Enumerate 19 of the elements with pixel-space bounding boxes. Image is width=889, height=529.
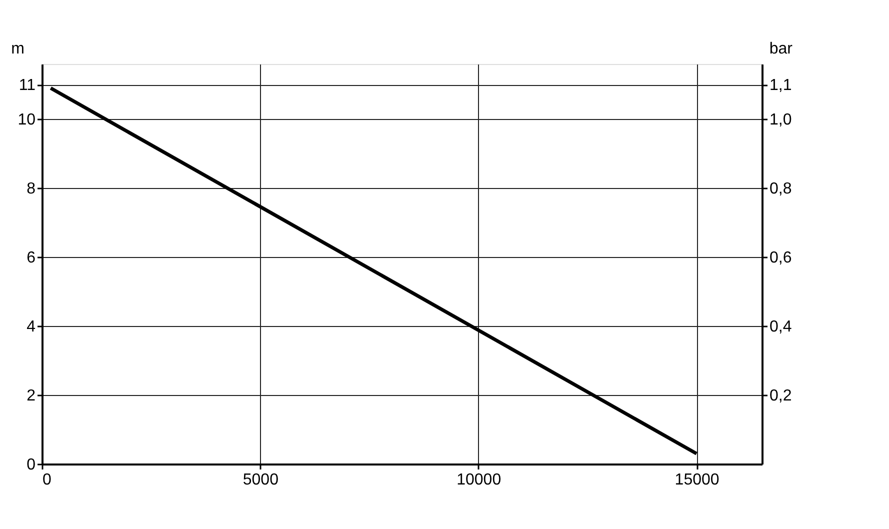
x-tick-label: 10000 — [456, 472, 502, 488]
y2-axis-title: bar — [769, 40, 794, 58]
x-tick-label: 15000 — [674, 472, 720, 488]
y2-tick-label: 0,4 — [770, 318, 792, 336]
y2-tick-label: 0,6 — [770, 250, 792, 267]
y2-tick-label: 1,1 — [770, 77, 792, 94]
y-tick-label: 4 — [26, 318, 36, 336]
y-tick-label: 6 — [26, 250, 36, 267]
y-tick-label: 10 — [18, 112, 36, 129]
y2-tick-label: 0,2 — [770, 388, 792, 405]
y-tick-label: 2 — [26, 388, 36, 405]
y-tick-label: 11 — [18, 77, 36, 94]
y2-tick-label: 0,8 — [770, 180, 792, 198]
y-axis-title: m — [11, 40, 24, 58]
x-tick-label: 5000 — [242, 472, 279, 488]
x-tick-label: 0 — [42, 472, 52, 488]
y2-tick-label: 1,0 — [770, 112, 792, 129]
y-tick-label: 8 — [26, 180, 36, 198]
y-tick-label: 0 — [26, 456, 36, 474]
